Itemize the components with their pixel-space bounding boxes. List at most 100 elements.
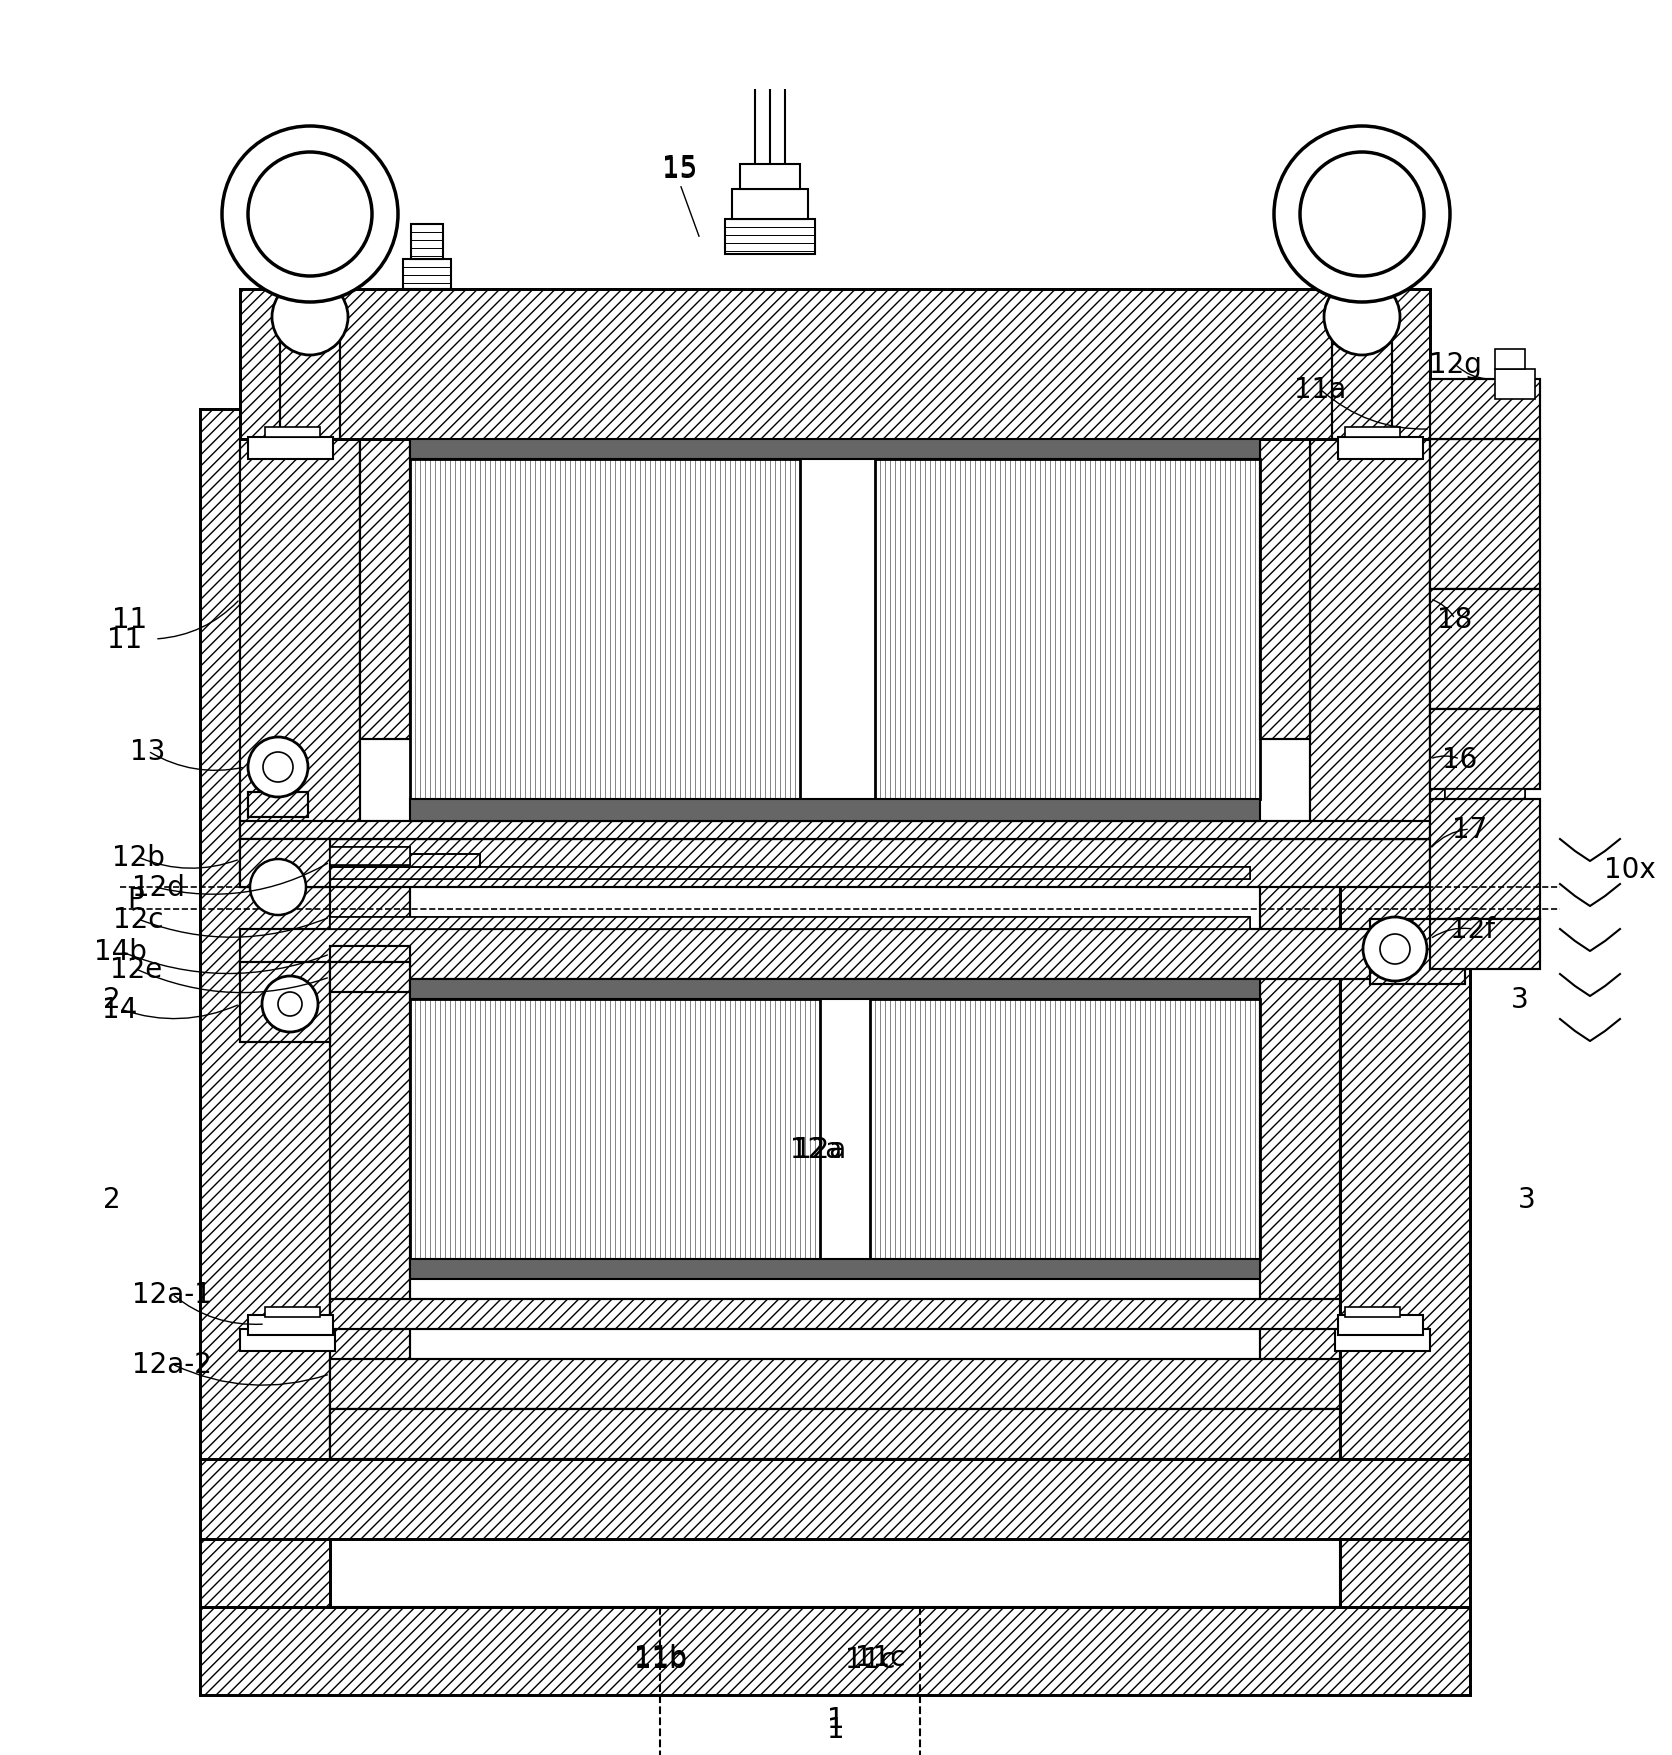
Text: 2: 2 xyxy=(104,986,120,1013)
Bar xyxy=(241,930,1430,979)
Text: 15: 15 xyxy=(662,156,697,184)
Bar xyxy=(329,848,410,865)
Bar xyxy=(1309,441,1430,839)
Text: 13: 13 xyxy=(130,737,166,765)
Bar xyxy=(329,946,410,962)
Text: 12d: 12d xyxy=(132,874,184,902)
Bar xyxy=(1339,409,1470,1608)
Bar xyxy=(410,441,1261,460)
Text: 17: 17 xyxy=(1453,816,1488,844)
Bar xyxy=(241,441,359,839)
Bar xyxy=(329,918,1251,930)
Text: 11b: 11b xyxy=(634,1643,687,1671)
Bar xyxy=(1430,920,1540,969)
Bar xyxy=(329,962,410,992)
Bar xyxy=(329,879,410,1539)
Bar xyxy=(329,1358,1339,1409)
Circle shape xyxy=(1324,279,1399,356)
Bar xyxy=(264,428,319,437)
Text: 11a: 11a xyxy=(1294,376,1346,404)
Bar xyxy=(241,839,1430,888)
Bar xyxy=(329,1299,1339,1329)
Bar xyxy=(1495,370,1535,400)
Text: 3: 3 xyxy=(1518,1185,1537,1213)
Bar xyxy=(410,979,1261,999)
Bar xyxy=(329,879,410,1539)
Bar xyxy=(329,962,410,992)
Text: 12e: 12e xyxy=(110,955,162,983)
Circle shape xyxy=(247,737,308,797)
Text: 11b: 11b xyxy=(634,1644,687,1673)
Text: 3: 3 xyxy=(1511,986,1528,1013)
Text: 10x: 10x xyxy=(1603,855,1655,883)
Text: 15: 15 xyxy=(662,154,697,183)
Bar xyxy=(1430,709,1540,790)
Bar xyxy=(329,855,480,867)
Text: 12a: 12a xyxy=(794,1135,846,1164)
Bar xyxy=(741,165,799,190)
Bar xyxy=(329,867,1251,879)
Bar xyxy=(201,409,329,1608)
Bar xyxy=(329,1409,1339,1458)
Circle shape xyxy=(1379,934,1409,965)
Circle shape xyxy=(1301,153,1425,277)
Text: 12a: 12a xyxy=(789,1135,843,1164)
Bar xyxy=(1430,590,1540,709)
Bar xyxy=(1495,349,1525,370)
Bar xyxy=(410,800,1261,821)
Bar xyxy=(1344,428,1399,437)
Bar xyxy=(241,821,1430,839)
Bar xyxy=(241,930,1430,979)
Bar xyxy=(201,1458,1470,1539)
Bar xyxy=(411,225,443,260)
Bar xyxy=(410,460,799,800)
Circle shape xyxy=(278,992,303,1016)
Text: P: P xyxy=(127,886,144,914)
Bar xyxy=(247,1314,333,1336)
Text: 12a-1: 12a-1 xyxy=(132,1279,212,1307)
Circle shape xyxy=(247,153,371,277)
Bar xyxy=(241,962,329,1042)
Bar xyxy=(1430,379,1540,441)
Bar xyxy=(201,1608,1470,1695)
Bar xyxy=(241,839,1430,888)
Bar xyxy=(1430,441,1540,590)
Bar xyxy=(1339,409,1470,1608)
Bar xyxy=(1338,437,1423,460)
Bar xyxy=(1309,441,1430,839)
Circle shape xyxy=(1274,126,1450,304)
Bar xyxy=(241,1329,334,1351)
Bar xyxy=(1430,920,1540,969)
Bar xyxy=(403,260,451,290)
Text: 12g: 12g xyxy=(1428,351,1481,379)
Bar xyxy=(247,793,308,818)
Text: 12f: 12f xyxy=(1451,916,1495,944)
Bar xyxy=(201,409,329,1608)
Bar xyxy=(247,793,308,818)
Text: 11: 11 xyxy=(107,625,142,653)
Bar xyxy=(1430,709,1540,790)
Bar xyxy=(329,946,410,962)
Bar xyxy=(1445,790,1525,820)
Bar xyxy=(1338,1314,1423,1336)
Bar xyxy=(1430,590,1540,709)
Text: 2: 2 xyxy=(104,1185,120,1213)
Text: 18: 18 xyxy=(1438,605,1473,634)
Text: 14b: 14b xyxy=(94,937,147,965)
Circle shape xyxy=(251,860,306,916)
Text: 12a-2: 12a-2 xyxy=(132,1350,212,1378)
Bar xyxy=(732,190,808,219)
Bar xyxy=(1333,340,1393,441)
Circle shape xyxy=(263,753,293,783)
Bar xyxy=(264,1307,319,1318)
Text: 14: 14 xyxy=(102,995,137,1023)
Text: 12c: 12c xyxy=(112,906,164,934)
Bar xyxy=(329,855,480,867)
Bar xyxy=(241,821,1430,839)
Bar xyxy=(241,290,1430,441)
Text: 12b: 12b xyxy=(112,844,164,872)
Bar xyxy=(1430,800,1540,920)
Bar xyxy=(1334,1329,1430,1351)
Bar xyxy=(410,999,819,1260)
Bar xyxy=(1430,800,1540,920)
